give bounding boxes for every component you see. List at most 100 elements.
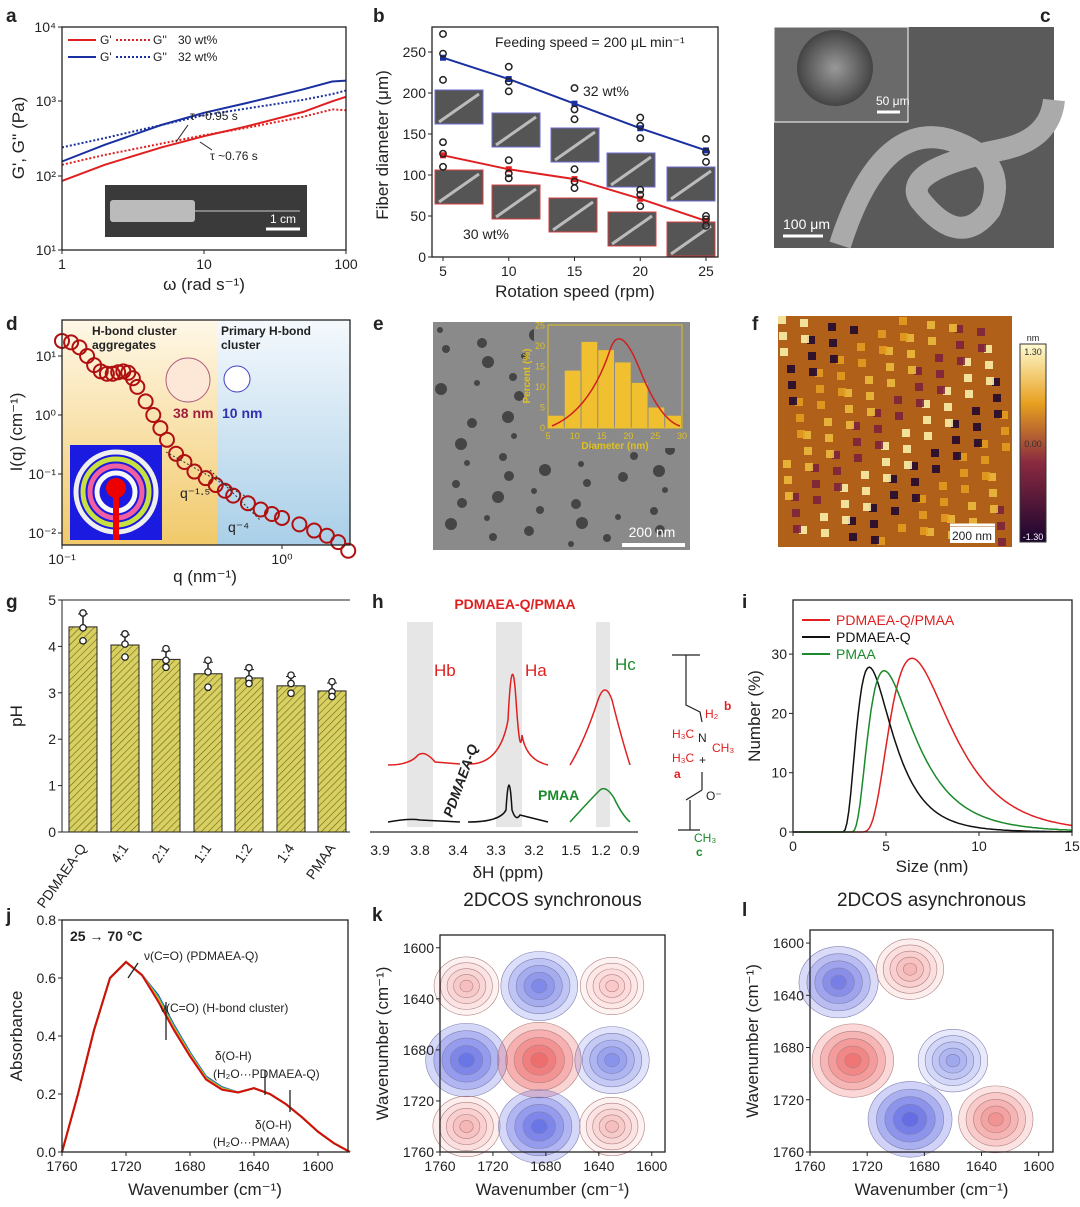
contour-level	[605, 980, 619, 993]
data-point	[162, 644, 170, 653]
legend-label: PMAA	[836, 646, 876, 662]
afm-feature	[927, 321, 935, 329]
y-axis-label: Number (%)	[745, 670, 764, 762]
afm-feature	[875, 441, 883, 449]
afm-feature	[813, 496, 821, 504]
fiber-knot	[829, 98, 1065, 249]
afm-feature	[817, 401, 825, 409]
y-tick-label: 0	[418, 249, 426, 265]
panel-letter: h	[372, 592, 384, 613]
afm-feature	[956, 341, 964, 349]
afm-feature	[793, 525, 801, 533]
data-point	[162, 656, 170, 665]
slope-label: q⁻⁴	[228, 519, 249, 535]
inset-y-tick: 10	[535, 382, 545, 392]
particle	[499, 453, 507, 461]
particle	[521, 353, 527, 359]
shift-band	[407, 622, 433, 827]
afm-feature	[964, 374, 972, 382]
data-point	[636, 190, 645, 199]
afm-feature	[886, 363, 894, 371]
contour-level	[452, 1114, 481, 1139]
histogram-bar	[548, 415, 564, 428]
panel-d-saxs: d q⁻¹·⁵ q⁻⁴ H-bond cluster aggregates Primar…	[6, 314, 357, 586]
inset-x-tick: 25	[650, 431, 660, 441]
series-label: 30 wt%	[463, 226, 509, 242]
afm-feature	[972, 407, 980, 415]
data-point	[504, 169, 513, 178]
colorbar-tick: 1.30	[1024, 347, 1042, 357]
x-tick-label: 20	[632, 263, 648, 279]
particle	[583, 479, 591, 487]
data-point	[263, 505, 280, 522]
spectrum-mixture	[387, 673, 631, 766]
colorbar-tick: 0.00	[1024, 439, 1042, 449]
data-point	[702, 134, 710, 143]
category-label: PDMAEA-Q	[34, 840, 90, 910]
panel-letter: c	[1040, 6, 1051, 27]
particle	[502, 411, 514, 423]
afm-feature	[879, 346, 887, 354]
band-annotation: (H₂O···PMAA)	[213, 1135, 290, 1149]
x-tick-label: 10	[971, 838, 987, 854]
y-tick-label: 1760	[403, 1144, 434, 1160]
afm-feature	[800, 319, 808, 327]
afm-feature	[812, 480, 820, 488]
data-point	[504, 174, 513, 183]
y-tick-label: 100	[403, 167, 427, 183]
structure-text: O⁻	[706, 789, 722, 803]
contour-level	[574, 1026, 650, 1094]
x-tick-label: 0	[789, 838, 797, 854]
data-point	[328, 677, 336, 686]
data-point	[340, 542, 357, 559]
slope-label: q⁻¹·⁵	[180, 485, 210, 501]
contour-level	[522, 1044, 557, 1076]
particle	[536, 506, 544, 514]
contour-level	[811, 1023, 894, 1098]
data-point	[439, 75, 447, 84]
structure-text: CH₃	[712, 741, 734, 755]
afm-feature	[865, 376, 873, 384]
structure-text: b	[724, 699, 731, 713]
afm-feature	[924, 432, 932, 440]
afm-feature	[834, 483, 842, 491]
contour-level	[458, 1052, 475, 1068]
afm-feature	[830, 355, 838, 363]
afm-feature	[846, 421, 854, 429]
gaussian-fit	[551, 338, 681, 427]
fiber	[552, 200, 594, 232]
contour-level	[579, 1097, 645, 1156]
contour-level	[585, 1102, 639, 1151]
category-label: 2:1	[148, 840, 172, 865]
bar	[317, 690, 347, 833]
x-tick-label: 1680	[909, 1158, 940, 1174]
afm-feature	[941, 514, 949, 522]
particle	[653, 465, 665, 477]
afm-feature	[900, 333, 908, 341]
particle	[492, 491, 504, 503]
afm-feature	[809, 368, 817, 376]
afm-feature	[873, 409, 881, 417]
particle	[662, 487, 668, 493]
afm-feature	[837, 372, 845, 380]
afm-feature	[866, 392, 874, 400]
y-tick-label: 1600	[773, 935, 804, 951]
data-point	[79, 623, 87, 632]
x-tick-label: 15	[1064, 838, 1080, 854]
data-point	[204, 683, 212, 692]
category-label: 1:4	[273, 840, 297, 865]
x-axis-label: Wavenumber (cm⁻¹)	[855, 1180, 1009, 1199]
afm-feature	[902, 429, 910, 437]
histogram-bar	[615, 362, 631, 428]
afm-feature	[973, 423, 981, 431]
y-tick-label: 1720	[773, 1092, 804, 1108]
afm-feature	[957, 357, 965, 365]
afm-feature	[877, 537, 885, 545]
afm-feature	[844, 389, 852, 397]
afm-feature	[833, 467, 841, 475]
particle	[655, 525, 665, 535]
x-tick-label: 1640	[238, 1158, 269, 1174]
data-point	[168, 445, 185, 462]
data-point	[439, 149, 447, 158]
